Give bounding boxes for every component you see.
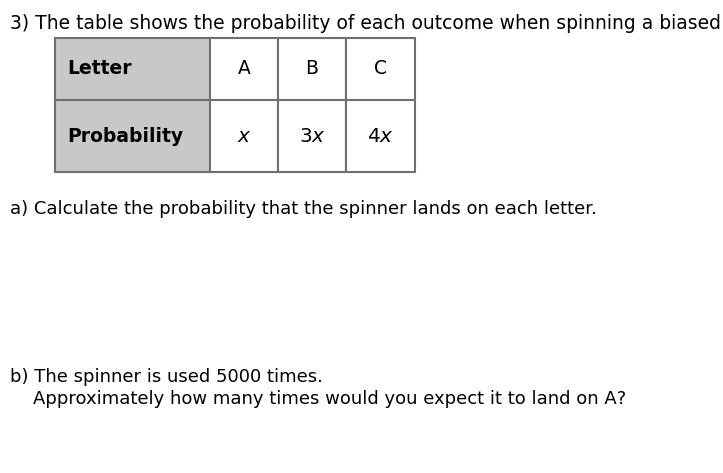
Text: $3x$: $3x$ bbox=[299, 126, 325, 146]
Bar bbox=[55, 38, 210, 100]
Bar bbox=[210, 100, 278, 172]
Text: Letter: Letter bbox=[67, 60, 132, 79]
Text: b) The spinner is used 5000 times.: b) The spinner is used 5000 times. bbox=[10, 368, 323, 386]
Bar bbox=[278, 38, 346, 100]
Bar bbox=[346, 38, 415, 100]
Text: $x$: $x$ bbox=[236, 126, 252, 146]
Bar bbox=[278, 100, 346, 172]
Text: 3) The table shows the probability of each outcome when spinning a biased spinne: 3) The table shows the probability of ea… bbox=[10, 14, 723, 33]
Text: B: B bbox=[306, 60, 319, 79]
Text: C: C bbox=[374, 60, 387, 79]
Bar bbox=[55, 100, 210, 172]
Bar bbox=[346, 100, 415, 172]
Text: Probability: Probability bbox=[67, 126, 183, 146]
Text: A: A bbox=[238, 60, 250, 79]
Bar bbox=[210, 38, 278, 100]
Text: Approximately how many times would you expect it to land on A?: Approximately how many times would you e… bbox=[10, 390, 626, 408]
Text: $4x$: $4x$ bbox=[367, 126, 394, 146]
Text: a) Calculate the probability that the spinner lands on each letter.: a) Calculate the probability that the sp… bbox=[10, 200, 597, 218]
